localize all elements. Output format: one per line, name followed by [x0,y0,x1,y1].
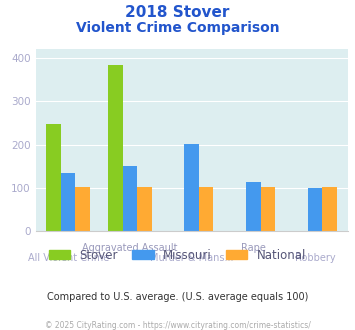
Text: Rape: Rape [241,243,266,253]
Bar [199,187,213,231]
Bar [47,124,61,231]
Text: 2018 Stover: 2018 Stover [125,5,230,20]
Bar [246,182,261,231]
Bar [61,173,76,231]
Text: Aggravated Assault: Aggravated Assault [82,243,178,253]
Bar [185,144,199,231]
Bar [261,187,275,231]
Bar [108,65,123,231]
Legend: Stover, Missouri, National: Stover, Missouri, National [44,244,311,266]
Text: Violent Crime Comparison: Violent Crime Comparison [76,21,279,35]
Text: Murder & Mans...: Murder & Mans... [150,253,234,263]
Text: Robbery: Robbery [295,253,335,263]
Bar [308,188,322,231]
Text: All Violent Crime: All Violent Crime [28,253,109,263]
Bar [76,187,90,231]
Text: © 2025 CityRating.com - https://www.cityrating.com/crime-statistics/: © 2025 CityRating.com - https://www.city… [45,321,310,330]
Bar [137,187,152,231]
Bar [322,187,337,231]
Text: Compared to U.S. average. (U.S. average equals 100): Compared to U.S. average. (U.S. average … [47,292,308,302]
Bar [123,166,137,231]
